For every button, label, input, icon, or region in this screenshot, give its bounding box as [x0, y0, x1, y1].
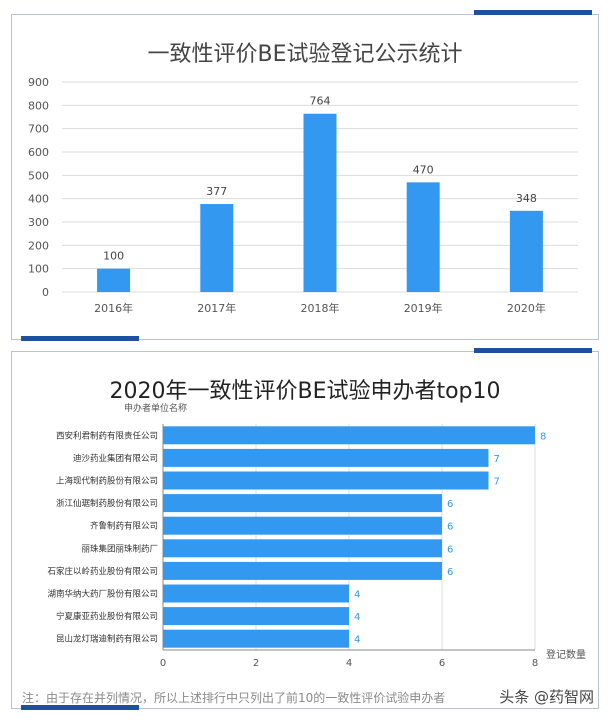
- accent-bar-bottom-left: [21, 336, 139, 341]
- data-label: 377: [206, 185, 227, 198]
- accent-bar-top-right-2: [474, 348, 592, 353]
- data-label: 7: [494, 477, 500, 488]
- y-tick-label: 昆山龙灯瑞迪制药有限公司: [56, 634, 158, 645]
- y-tick-label: 丽珠集团丽珠制药厂: [81, 543, 158, 554]
- y-tick-label: 700: [28, 123, 49, 136]
- bar: [163, 426, 535, 445]
- y-tick-label: 浙江仙琚制药股份有限公司: [56, 498, 158, 509]
- data-label: 4: [354, 612, 360, 623]
- bar: [163, 584, 349, 603]
- data-label: 348: [516, 192, 537, 205]
- y-tick-label: 齐鲁制药有限公司: [90, 521, 158, 532]
- y-tick-label: 湖南华纳大药厂股份有限公司: [47, 589, 158, 600]
- y-tick-label: 迪沙药业集团有限公司: [73, 453, 158, 464]
- bar: [163, 607, 349, 626]
- data-label: 100: [103, 250, 124, 263]
- bar: [163, 516, 442, 535]
- chart-title-2: 2020年一致性评价BE试验申办者top10: [109, 379, 501, 404]
- data-label: 6: [447, 522, 453, 533]
- chart-title-1: 一致性评价BE试验登记公示统计: [147, 42, 463, 67]
- bar: [163, 539, 442, 558]
- watermark: 头条 @药智网: [499, 688, 594, 706]
- accent-bar-bottom-left-2: [21, 705, 139, 710]
- y-tick-label: 200: [28, 239, 49, 252]
- y-tick-label: 600: [28, 146, 49, 159]
- data-label: 6: [447, 499, 453, 510]
- bar: [163, 494, 442, 513]
- x-tick-label: 4: [346, 658, 352, 669]
- data-label: 470: [413, 163, 434, 176]
- y-tick-label: 西安利君制药有限责任公司: [56, 430, 158, 441]
- x-axis-title: 登记数量: [546, 648, 586, 661]
- x-tick-label: 2018年: [301, 301, 340, 315]
- footnote: 注：由于存在并列情况，所以上述排行中只列出了前10的一致性评价试验申办者: [22, 691, 446, 705]
- y-tick-label: 500: [28, 169, 49, 182]
- x-tick-label: 2020年: [507, 301, 546, 315]
- data-label: 764: [310, 95, 331, 108]
- bar: [163, 448, 489, 467]
- x-tick-label: 6: [439, 658, 445, 669]
- bar: [163, 561, 442, 580]
- x-tick-label: 2017年: [197, 301, 236, 315]
- y-axis-title: 申办者单位名称: [124, 402, 187, 414]
- bar: [200, 204, 234, 292]
- bar: [303, 113, 337, 292]
- y-tick-label: 300: [28, 216, 49, 229]
- data-label: 4: [354, 590, 360, 601]
- y-tick-label: 400: [28, 193, 49, 206]
- bar: [406, 182, 440, 292]
- bar: [163, 629, 349, 648]
- y-tick-label: 900: [28, 76, 49, 89]
- bar: [509, 210, 543, 292]
- data-label: 6: [447, 544, 453, 555]
- x-tick-label: 2016年: [94, 301, 133, 315]
- accent-bar-top-right: [474, 10, 592, 15]
- y-tick-label: 100: [28, 263, 49, 276]
- y-tick-label: 石家庄以岭药业股份有限公司: [47, 566, 158, 577]
- data-label: 8: [540, 431, 546, 442]
- x-tick-label: 2019年: [404, 301, 443, 315]
- x-tick-label: 2: [253, 658, 259, 669]
- x-tick-label: 0: [160, 658, 166, 669]
- y-tick-label: 上海现代制药股份有限公司: [56, 476, 158, 487]
- data-label: 6: [447, 567, 453, 578]
- data-label: 4: [354, 635, 360, 646]
- bar: [163, 471, 489, 490]
- y-tick-label: 0: [42, 286, 49, 299]
- y-tick-label: 800: [28, 99, 49, 112]
- y-tick-label: 宁夏康亚药业股份有限公司: [56, 611, 158, 622]
- data-label: 7: [494, 454, 500, 465]
- x-tick-label: 8: [532, 658, 538, 669]
- bar: [97, 268, 131, 292]
